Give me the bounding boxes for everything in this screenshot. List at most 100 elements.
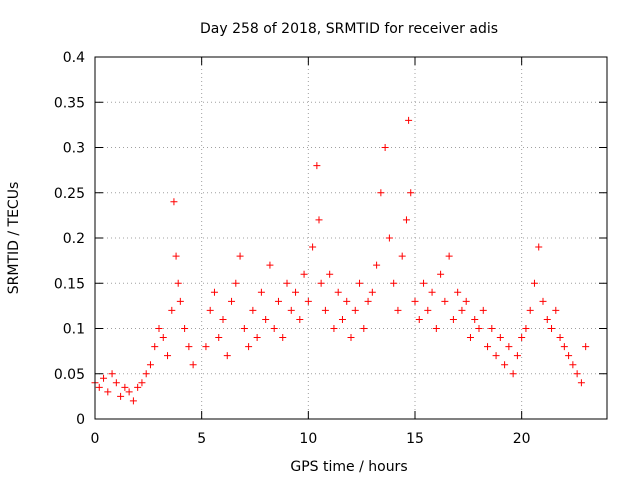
data-point <box>458 306 466 314</box>
data-point <box>466 334 474 342</box>
x-tick-label: 5 <box>197 431 206 447</box>
data-point <box>270 325 278 332</box>
data-point <box>569 361 577 369</box>
data-point <box>134 383 142 391</box>
data-point <box>526 306 534 314</box>
y-tick-label: 0.4 <box>63 50 85 66</box>
data-point <box>121 383 129 391</box>
data-point <box>112 379 120 387</box>
data-point <box>330 325 338 332</box>
x-tick-label: 15 <box>406 431 424 447</box>
data-point <box>428 288 436 296</box>
data-point <box>228 297 236 305</box>
data-point <box>287 306 295 314</box>
data-point <box>539 297 547 305</box>
data-point <box>95 383 103 391</box>
data-point <box>317 279 325 287</box>
data-point <box>283 279 291 287</box>
data-point <box>338 315 346 323</box>
data-point <box>151 343 159 351</box>
data-point <box>394 306 402 314</box>
data-point <box>402 216 410 224</box>
data-point <box>257 288 265 296</box>
data-point <box>364 297 372 305</box>
data-point <box>509 370 517 378</box>
data-point <box>315 216 323 224</box>
data-point <box>117 392 125 400</box>
y-tick-label: 0.15 <box>54 276 85 292</box>
chart-title: Day 258 of 2018, SRMTID for receiver adi… <box>200 21 498 37</box>
data-point <box>411 297 419 305</box>
data-point <box>522 325 530 332</box>
x-tick-label: 10 <box>299 431 317 447</box>
data-point <box>313 162 321 170</box>
data-point <box>501 361 509 369</box>
data-point <box>300 270 308 278</box>
data-point <box>548 325 556 332</box>
data-point <box>215 334 223 342</box>
y-tick-label: 0.05 <box>54 367 85 383</box>
data-point <box>236 252 244 260</box>
data-point <box>552 306 560 314</box>
data-point <box>432 325 440 332</box>
data-point <box>262 315 270 323</box>
y-tick-label: 0.25 <box>54 186 85 202</box>
data-point <box>138 379 146 387</box>
data-point <box>100 374 108 382</box>
points-layer <box>91 116 590 405</box>
data-point <box>356 279 364 287</box>
data-point <box>462 297 470 305</box>
grid-layer <box>95 57 607 419</box>
data-point <box>351 306 359 314</box>
data-point <box>125 388 133 396</box>
data-point <box>518 334 526 342</box>
data-point <box>164 352 172 360</box>
x-axis-label: GPS time / hours <box>290 459 407 475</box>
data-point <box>292 288 300 296</box>
data-point <box>471 315 479 323</box>
data-point <box>206 306 214 314</box>
data-point <box>326 270 334 278</box>
data-point <box>334 288 342 296</box>
data-point <box>479 306 487 314</box>
data-point <box>321 306 329 314</box>
data-point <box>245 343 253 351</box>
data-point <box>513 352 521 360</box>
data-point <box>505 343 513 351</box>
data-point <box>530 279 538 287</box>
data-point <box>304 297 312 305</box>
data-point <box>174 279 182 287</box>
data-point <box>582 343 590 351</box>
data-point <box>577 379 585 387</box>
data-point <box>181 325 189 332</box>
x-tick-label: 0 <box>91 431 100 447</box>
data-point <box>266 261 274 269</box>
data-point <box>445 252 453 260</box>
ticks-layer: 0 0.05 0.1 0.15 0.2 0.25 0.3 0.35 0.4 0 5 10 15 20 <box>54 50 607 447</box>
data-point <box>104 388 112 396</box>
data-point <box>172 252 180 260</box>
data-point <box>309 243 317 251</box>
y-tick-label: 0.2 <box>63 231 85 247</box>
data-point <box>343 297 351 305</box>
data-point <box>232 279 240 287</box>
data-point <box>565 352 573 360</box>
data-point <box>185 343 193 351</box>
data-point <box>390 279 398 287</box>
data-point <box>492 352 500 360</box>
data-point <box>437 270 445 278</box>
data-point <box>159 334 167 342</box>
data-point <box>449 315 457 323</box>
data-point <box>189 361 197 369</box>
y-axis-label: SRMTID / TECUs <box>6 182 22 295</box>
y-tick-label: 0.1 <box>63 322 85 338</box>
data-point <box>368 288 376 296</box>
data-point <box>381 144 389 151</box>
x-tick-label: 20 <box>513 431 531 447</box>
data-point <box>543 315 551 323</box>
data-point <box>240 325 248 332</box>
data-point <box>347 334 355 342</box>
data-point <box>454 288 462 296</box>
data-point <box>360 325 368 332</box>
data-point <box>385 234 393 242</box>
